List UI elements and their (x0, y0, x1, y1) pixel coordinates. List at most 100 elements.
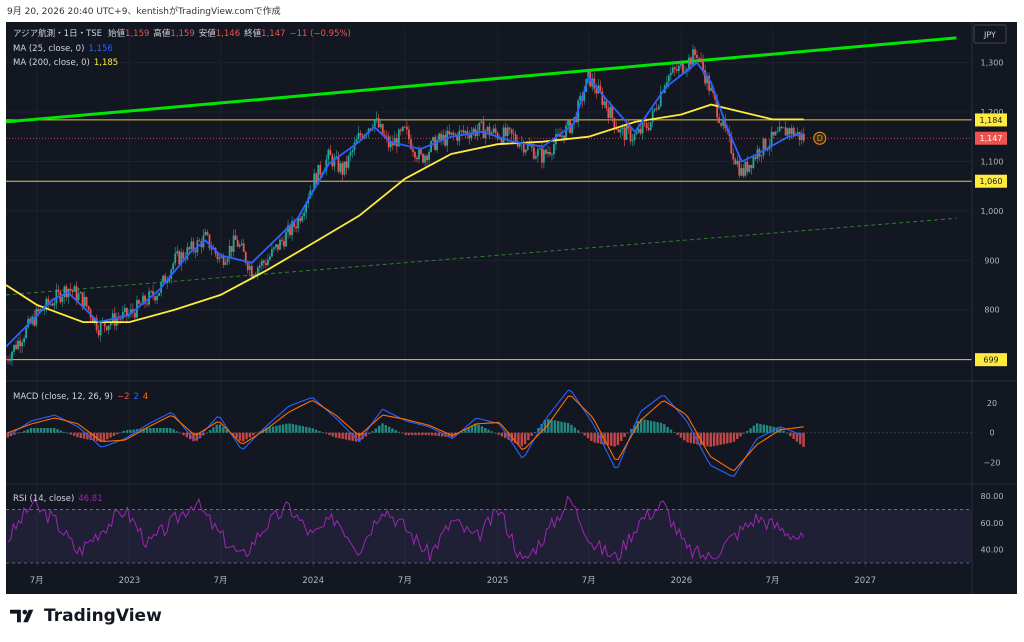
macd-histogram-bar (165, 428, 169, 433)
macd-histogram-bar (202, 432, 205, 436)
candle-body (399, 129, 402, 131)
candle-body (464, 131, 467, 133)
candle-body (639, 128, 642, 134)
candle-body (617, 129, 620, 133)
level-price-tag[interactable] (975, 113, 1007, 127)
candle-body (254, 274, 257, 275)
chart-svg[interactable]: D −20 0 20 40.00 60.00 80.00 800 900 1,000 1,10… (5, 22, 1017, 594)
macd-histogram-bar (89, 432, 92, 441)
currency-button-box[interactable] (973, 24, 1007, 44)
candle-body (299, 217, 302, 222)
macd-histogram-bar (145, 428, 149, 433)
dividend-marker-circle[interactable] (813, 131, 827, 145)
macd-histogram-bar (550, 419, 553, 433)
candle-body (69, 288, 72, 291)
macd-histogram-bar (576, 430, 580, 433)
symbol-name: アジア航測・1日・TSE (13, 28, 102, 39)
ma25-legend[interactable]: MA (25, close, 0) 1,156 (13, 44, 113, 54)
macd-legend[interactable]: MACD (close, 12, 26, 9) −2 2 4 (13, 392, 148, 402)
macd-histogram-bar (49, 428, 53, 433)
low-value: 1,146 (216, 29, 240, 39)
macd-histogram-bar (351, 432, 354, 441)
candle-body (313, 173, 316, 190)
macd-histogram-bar (235, 432, 238, 438)
macd-histogram-bar (149, 428, 152, 433)
time-tick-label: 7月 (214, 576, 228, 586)
candle-body (738, 160, 741, 176)
candle-body (625, 125, 628, 140)
candle-body (138, 300, 140, 304)
candle-body (23, 338, 26, 343)
macd-histogram-bar (477, 424, 480, 433)
candle-body (63, 286, 66, 298)
time-tick-label: 7月 (766, 576, 780, 586)
candle-body (540, 148, 543, 163)
candle-body (665, 82, 668, 86)
candle-body (158, 292, 161, 296)
macd-histogram-bar (298, 425, 301, 433)
candle-body (395, 138, 398, 147)
candle-body (166, 280, 169, 284)
candle-body (228, 245, 231, 259)
candle-body (154, 296, 156, 301)
dividend-marker[interactable]: D (813, 131, 827, 145)
candle-body (240, 243, 243, 246)
candle-body (258, 265, 261, 268)
rsi-line (7, 495, 805, 562)
ma200-legend[interactable]: MA (200, close, 0) 1,185 (13, 58, 118, 68)
level-price-tag[interactable] (975, 353, 1007, 367)
price-tick-label: 1,000 (981, 207, 1004, 216)
candle-body (27, 318, 30, 328)
candles (5, 44, 805, 366)
macd-histogram-bar (251, 432, 255, 436)
tradingview-logo-icon (10, 609, 34, 623)
macd-histogram-bar (673, 432, 676, 433)
price-axis[interactable]: 800 900 1,000 1,100 1,200 1,300 1,184 1,147 1,06… (975, 59, 1007, 367)
macd-histogram-bar (391, 428, 394, 433)
macd-histogram-bar (271, 426, 275, 433)
macd-histogram-bar (480, 426, 484, 433)
macd-histogram-bar (689, 432, 693, 444)
macd-histogram-bar (653, 421, 656, 433)
candle-body (208, 234, 211, 249)
candle-body (176, 251, 179, 254)
macd-histogram-bar (43, 428, 46, 433)
candle-body (353, 142, 356, 151)
candle-body (269, 256, 271, 260)
candle-body (397, 129, 400, 147)
dashed-trend-line[interactable] (5, 217, 957, 296)
macd-histogram-bar (225, 429, 228, 433)
candle-body (452, 132, 455, 135)
rsi-legend[interactable]: RSI (14, close) 46.81 (13, 494, 103, 504)
macd-histogram-bar (288, 423, 291, 433)
level-price-tag[interactable] (975, 174, 1007, 188)
main-legend[interactable]: アジア航測・1日・TSE 始値1,159 高値1,159 安値1,146 終値1,147… (13, 28, 351, 39)
candle-body (301, 216, 304, 222)
candle-body (607, 108, 610, 119)
rsi-value: 46.81 (78, 494, 102, 504)
macd-histogram-bar (659, 422, 663, 433)
currency-button[interactable]: JPY (973, 24, 1007, 44)
candle-body (119, 318, 122, 320)
macd-histogram-bar (371, 431, 374, 433)
macd-histogram-bar (218, 424, 222, 433)
green-trend-line[interactable] (5, 36, 957, 124)
last-price-tag[interactable] (975, 131, 1007, 145)
macd-histogram-bar (185, 432, 189, 438)
time-axis[interactable]: 7月 2023 7月 2024 7月 2025 7月 2026 7月 2027 (30, 576, 876, 586)
candle-body (635, 132, 638, 135)
macd-histogram-bar (305, 426, 308, 433)
candle-body (643, 122, 646, 124)
macd-histogram-bar (222, 427, 225, 433)
macd-histogram-bar (464, 429, 467, 433)
macd-histogram-bar (182, 432, 185, 436)
candle-body (174, 253, 177, 264)
tradingview-logo[interactable]: TradingView (10, 606, 162, 626)
candle-body (45, 298, 48, 310)
candle-body (456, 134, 459, 141)
candle-body (33, 316, 36, 326)
macd-histogram-bar (119, 432, 122, 434)
candle-body (47, 298, 50, 305)
candle-body (432, 137, 434, 141)
candle-body (172, 263, 175, 270)
